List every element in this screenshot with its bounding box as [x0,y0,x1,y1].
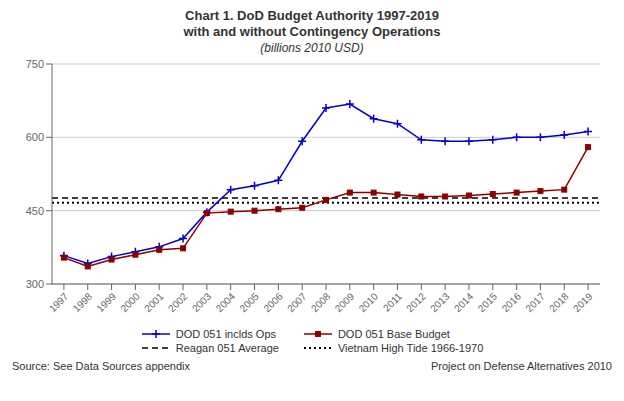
svg-text:450: 450 [26,205,44,217]
html-text:DOD 051 Base Budget: DOD 051 Base Budget [337,328,450,340]
html-text:Source: See Data Sources appen: Source: See Data Sources appendix [12,360,190,372]
svg-text:2004: 2004 [214,290,238,314]
svg-text:2003: 2003 [190,290,214,314]
svg-text:1998: 1998 [71,290,95,314]
svg-text:2014: 2014 [452,290,476,314]
svg-text:2002: 2002 [166,290,190,314]
html-text:(billions 2010 USD): (billions 2010 USD) [260,41,364,55]
svg-text:2000: 2000 [118,290,142,314]
svg-text:300: 300 [26,278,44,290]
svg-text:1999: 1999 [94,290,118,314]
svg-text:2009: 2009 [333,290,357,314]
html-text:DOD 051 inclds Ops: DOD 051 inclds Ops [175,328,276,340]
svg-text:600: 600 [26,131,44,143]
svg-text:2015: 2015 [476,290,500,314]
svg-text:2016: 2016 [500,290,524,314]
html-text:Project on Defense Alternative: Project on Defense Alternatives 2010 [431,360,612,372]
html-text:with and without Contingency O: with and without Contingency Operations [183,24,441,39]
svg-text:750: 750 [26,58,44,70]
svg-text:2018: 2018 [547,290,571,314]
svg-text:1997: 1997 [47,290,71,314]
svg-text:2013: 2013 [428,290,452,314]
svg-text:2012: 2012 [404,290,428,314]
svg-text:2019: 2019 [571,290,595,314]
html-text:Chart 1. DoD Budget Authority: Chart 1. DoD Budget Authority 1997-2019 [185,8,439,23]
svg-text:2005: 2005 [237,290,261,314]
svg-text:2007: 2007 [285,290,309,314]
html-text:Vietnam High Tide 1966-1970: Vietnam High Tide 1966-1970 [337,342,484,354]
svg-text:2006: 2006 [261,290,285,314]
svg-text:2017: 2017 [523,290,547,314]
svg-text:2010: 2010 [357,290,381,314]
html-text:Reagan 051 Average: Reagan 051 Average [175,342,279,354]
svg-text:2011: 2011 [381,290,404,313]
svg-text:2008: 2008 [309,290,333,314]
svg-text:2001: 2001 [142,290,166,314]
